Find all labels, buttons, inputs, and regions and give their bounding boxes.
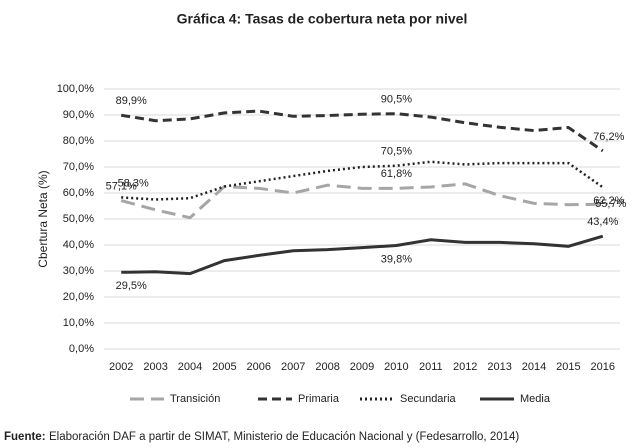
y-tick-label: 20,0% — [63, 291, 94, 303]
y-tick-label: 90,0% — [63, 109, 94, 121]
footnote-label: Fuente: — [4, 431, 46, 443]
series-line — [120, 109, 604, 153]
x-tick-label: 2013 — [487, 361, 511, 373]
y-tick-label: 0,0% — [69, 343, 94, 355]
y-axis-label: Cbertura Neta (%) — [36, 170, 50, 267]
data-label: 55,7% — [595, 198, 626, 210]
data-label: 76,2% — [593, 131, 624, 143]
y-tick-label: 70,0% — [63, 161, 94, 173]
x-tick-label: 2003 — [143, 361, 167, 373]
y-tick-label: 100,0% — [57, 83, 95, 95]
y-tick-label: 80,0% — [63, 135, 94, 147]
legend-label: Media — [520, 393, 551, 405]
x-tick-label: 2011 — [419, 361, 443, 373]
data-label: 70,5% — [381, 146, 412, 158]
x-tick-label: 2007 — [281, 361, 305, 373]
legend-label: Secundaria — [400, 393, 457, 405]
data-label: 57,1% — [106, 180, 137, 192]
x-tick-label: 2014 — [522, 361, 546, 373]
data-label: 62,2% — [593, 195, 624, 207]
data-label: 39,8% — [381, 253, 412, 265]
chart-title: Gráfica 4: Tasas de cobertura neta por n… — [177, 11, 468, 27]
x-tick-label: 2010 — [384, 361, 408, 373]
data-label: 89,9% — [116, 95, 147, 107]
x-tick-label: 2016 — [591, 361, 615, 373]
x-tick-label: 2015 — [556, 361, 580, 373]
x-tick-label: 2004 — [178, 361, 202, 373]
series-line — [120, 182, 603, 220]
y-tick-label: 10,0% — [63, 317, 94, 329]
legend-label: Primaria — [298, 393, 340, 405]
series-line — [121, 160, 604, 201]
x-tick-label: 2002 — [109, 361, 133, 373]
data-label: 29,5% — [116, 280, 147, 292]
data-label: 61,8% — [381, 168, 412, 180]
footnote-text: Elaboración DAF a partir de SIMAT, Minis… — [49, 431, 519, 443]
y-tick-label: 40,0% — [63, 239, 94, 251]
series-line — [121, 234, 604, 276]
y-tick-label: 30,0% — [63, 265, 94, 277]
x-tick-label: 2009 — [350, 361, 374, 373]
legend-label: Transición — [170, 393, 220, 405]
y-tick-label: 50,0% — [63, 213, 94, 225]
y-tick-label: 60,0% — [63, 187, 94, 199]
data-label: 43,4% — [587, 216, 618, 228]
x-tick-label: 2006 — [247, 361, 271, 373]
x-tick-label: 2008 — [315, 361, 339, 373]
x-tick-label: 2005 — [212, 361, 236, 373]
x-tick-label: 2012 — [453, 361, 477, 373]
data-label: 58,3% — [118, 177, 149, 189]
data-label: 90,5% — [381, 94, 412, 106]
